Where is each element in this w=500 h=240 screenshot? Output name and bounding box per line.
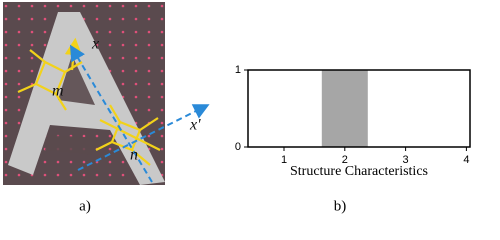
x-tick-label: 2 (342, 154, 348, 166)
photo (3, 2, 210, 185)
caption: a) (79, 198, 91, 214)
axis-label: x' (189, 117, 201, 134)
bar (321, 70, 368, 147)
region-label: m (52, 83, 64, 100)
axis-label: x (91, 36, 99, 53)
region-label: n (130, 147, 138, 164)
y-tick-label: 0 (235, 141, 241, 153)
x-tick-label: 3 (403, 154, 409, 166)
caption: b) (334, 198, 347, 214)
plot-frame (247, 69, 471, 148)
x-tick-label: 4 (463, 154, 469, 166)
y-tick-label: 1 (235, 64, 241, 76)
page: x m n x' a) 1 2 3 4 0 1 Structure Characterist… (3, 2, 471, 215)
x-axis-title: Structure Characteristics (290, 164, 428, 179)
x-tick-label: 1 (281, 154, 287, 166)
